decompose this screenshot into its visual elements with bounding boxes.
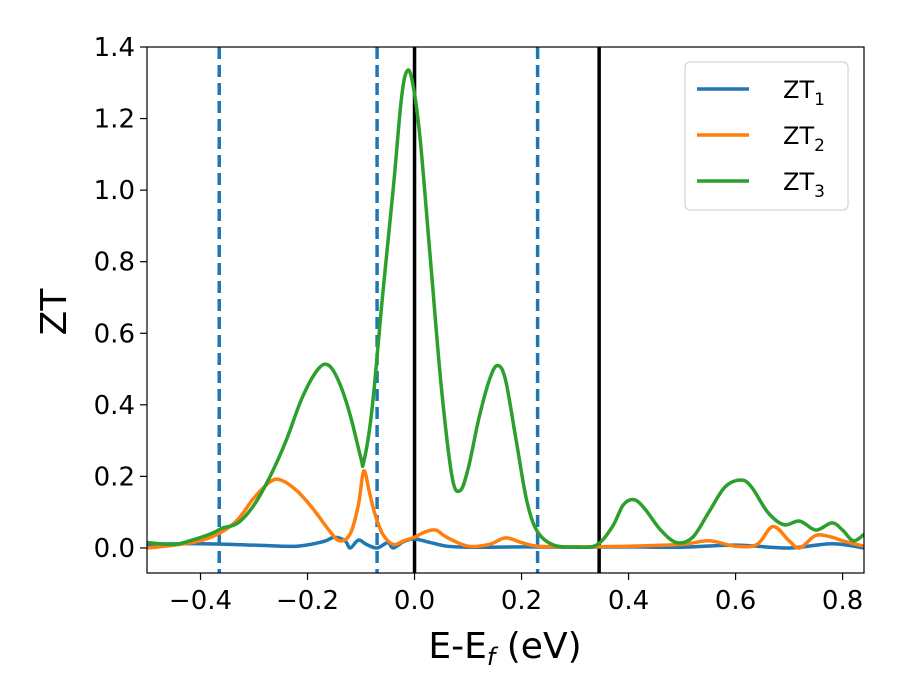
series-line-zt2 — [147, 469, 864, 550]
y-axis-title: ZT — [34, 288, 75, 336]
x-tick-label: 0.4 — [608, 586, 649, 616]
legend-label-zt2: ZT2 — [783, 122, 825, 156]
y-tick-label: 0.4 — [94, 391, 135, 421]
x-axis-title-main: E-E — [428, 626, 486, 667]
y-tick-label: 1.4 — [94, 33, 135, 63]
x-tick-label: 0.6 — [715, 586, 756, 616]
x-axis-title-unit: (eV) — [495, 626, 581, 667]
x-tick-label: 0.2 — [501, 586, 542, 616]
y-tick-label: 1.0 — [94, 176, 135, 206]
legend-label-zt3: ZT3 — [783, 168, 825, 202]
plot-area — [147, 47, 864, 573]
axes-frame — [146, 46, 865, 574]
y-tick-label: 0.6 — [94, 319, 135, 349]
series-line-zt3 — [147, 68, 864, 550]
x-tick-label: −0.4 — [169, 586, 232, 616]
y-tick-label: 0.2 — [94, 462, 135, 492]
y-tick-label: 0.8 — [94, 248, 135, 278]
x-tick-label: 0.0 — [394, 586, 435, 616]
x-tick-label: −0.2 — [276, 586, 339, 616]
y-tick-label: 1.2 — [94, 105, 135, 135]
axes: −0.4 −0.2 0.0 0.2 0.4 0.6 0.8 0.0 0.2 0.4 0.6 0.8 1.… — [94, 33, 865, 616]
x-tick-label: 0.8 — [822, 586, 863, 616]
legend-label-zt1: ZT1 — [783, 76, 825, 110]
x-axis-title: E-Ef (eV) — [428, 626, 581, 671]
y-tick-label: 0.0 — [94, 534, 135, 564]
legend-box — [684, 61, 849, 211]
legend: ZT1 ZT2 ZT3 — [684, 61, 849, 211]
